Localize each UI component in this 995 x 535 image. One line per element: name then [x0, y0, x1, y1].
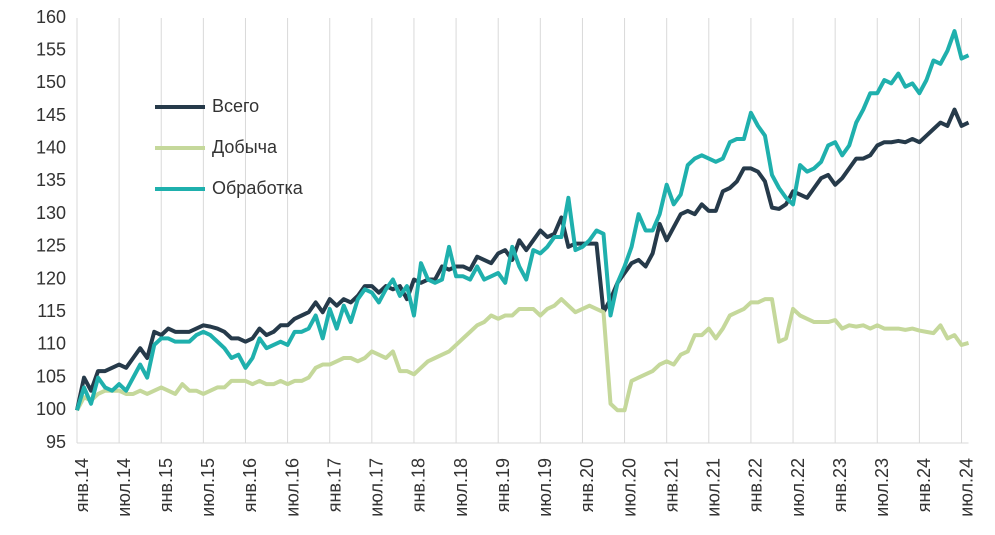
y-tick-label: 160	[36, 7, 66, 27]
legend-label: Обработка	[212, 178, 304, 198]
x-tick-label: янв.23	[830, 458, 850, 512]
x-tick-label: янв.21	[661, 458, 681, 512]
x-tick-label: янв.14	[72, 458, 92, 512]
y-tick-label: 145	[36, 105, 66, 125]
y-tick-label: 130	[36, 203, 66, 223]
x-tick-label: янв.19	[493, 458, 513, 512]
y-tick-label: 95	[46, 432, 66, 452]
x-tick-label: июл.14	[114, 458, 134, 517]
x-tick-label: июл.15	[198, 458, 218, 517]
series-line	[75, 107, 970, 411]
y-tick-label: 100	[36, 399, 66, 419]
x-tick-label: июл.19	[535, 458, 555, 517]
y-tick-label: 110	[37, 334, 66, 354]
x-tick-label: янв.18	[409, 458, 429, 512]
y-tick-label: 140	[36, 138, 66, 158]
y-tick-label: 120	[36, 268, 66, 288]
x-tick-label: янв.17	[324, 458, 344, 512]
series-line	[75, 297, 970, 413]
x-tick-label: янв.16	[240, 458, 260, 512]
y-tick-label: 150	[36, 72, 66, 92]
x-tick-label: июл.18	[451, 458, 471, 517]
x-tick-label: июл.23	[872, 458, 892, 517]
legend-label: Всего	[212, 96, 259, 116]
series-line	[75, 29, 970, 411]
x-tick-label: июл.16	[282, 458, 302, 517]
x-tick-label: июл.21	[704, 458, 724, 517]
x-tick-label: янв.22	[746, 458, 766, 512]
x-tick-label: июл.17	[367, 458, 387, 517]
y-tick-label: 135	[36, 170, 66, 190]
legend-label: Добыча	[212, 137, 278, 157]
x-tick-label: янв.15	[156, 458, 176, 512]
x-tick-label: янв.24	[914, 458, 934, 512]
y-tick-label: 155	[36, 39, 66, 59]
x-tick-label: июл.20	[619, 458, 639, 517]
x-tick-label: янв.20	[577, 458, 597, 512]
x-tick-label: июл.24	[956, 458, 976, 517]
y-tick-label: 105	[36, 366, 66, 386]
x-tick-label: июл.22	[788, 458, 808, 517]
y-tick-label: 125	[36, 236, 66, 256]
y-tick-label: 115	[37, 301, 66, 321]
